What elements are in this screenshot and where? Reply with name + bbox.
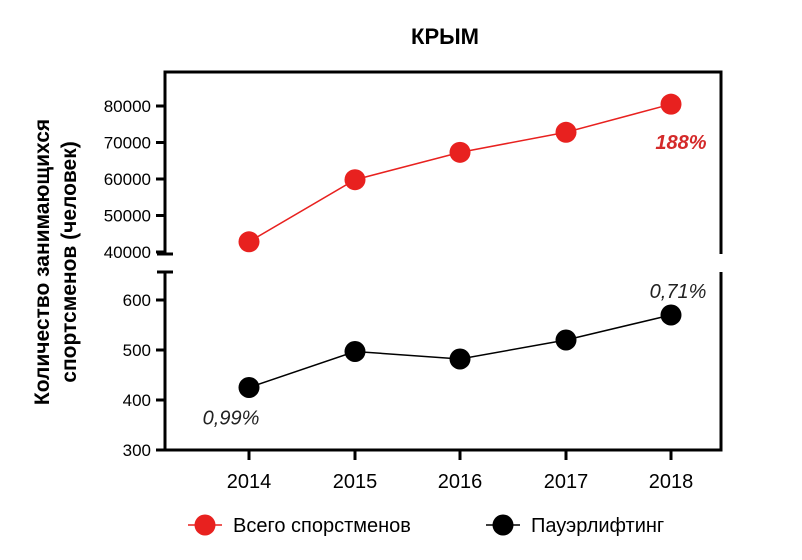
y-tick-label: 300 — [123, 441, 151, 460]
data-point-0 — [555, 121, 577, 143]
y-axis-title-line1: Количество занимающихся — [31, 119, 54, 405]
x-tick-label: 2014 — [227, 471, 272, 493]
data-point-1 — [238, 377, 260, 398]
annotation-label: 0,99% — [203, 408, 260, 430]
y-axis-title-line2: спортсменов (человек) — [58, 141, 81, 382]
x-tick-label: 2015 — [333, 471, 378, 493]
data-point-1 — [660, 304, 682, 326]
data-point-1 — [449, 348, 471, 370]
legend-marker-0 — [194, 514, 216, 536]
y-tick-label: 60000 — [104, 170, 151, 189]
data-point-1 — [344, 341, 366, 362]
annotation-label: 188% — [655, 132, 706, 154]
plot-area: 188% 0,71% 0,99% — [203, 93, 707, 430]
y-tick-label: 80000 — [104, 97, 151, 116]
data-point-1 — [555, 329, 577, 351]
y-tick-label: 70000 — [104, 134, 151, 153]
legend-marker-1 — [492, 514, 514, 536]
y-tick-label: 40000 — [104, 243, 151, 262]
legend: Всего спорстменов Пауэрлифтинг — [188, 514, 664, 537]
axes: 40000 50000 60000 70000 80000 300 400 500 600 201… — [104, 70, 723, 493]
x-tick-label: 2017 — [544, 471, 589, 493]
upper-panel-frame — [163, 70, 723, 254]
y-tick-label: 600 — [123, 291, 151, 310]
x-tick-label: 2018 — [649, 471, 694, 493]
annotation-label: 0,71% — [650, 281, 707, 303]
legend-label-1: Пауэрлифтинг — [531, 515, 664, 537]
y-tick-label: 50000 — [104, 207, 151, 226]
legend-label-0: Всего спорстменов — [233, 515, 411, 537]
data-point-0 — [449, 141, 471, 163]
y-tick-label: 400 — [123, 391, 151, 410]
y-tick-label: 500 — [123, 341, 151, 360]
chart-title: КРЫМ — [411, 24, 479, 49]
x-tick-label: 2016 — [438, 471, 483, 493]
data-point-0 — [238, 231, 260, 253]
data-point-0 — [660, 93, 682, 115]
data-point-0 — [344, 169, 366, 191]
series-line-0 — [248, 103, 672, 243]
lower-panel-frame — [163, 272, 723, 452]
